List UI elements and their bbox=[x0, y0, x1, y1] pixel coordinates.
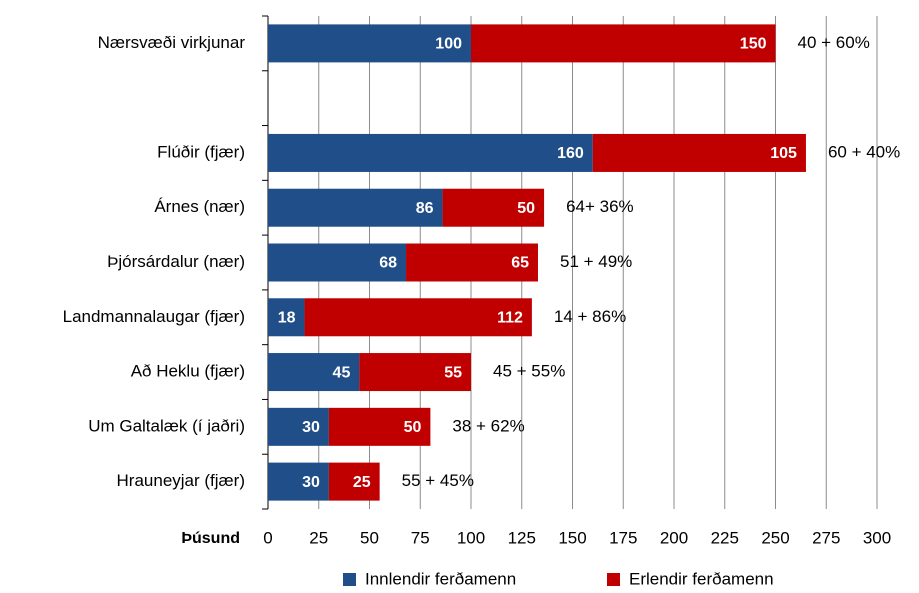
x-tick-label: 125 bbox=[508, 528, 536, 547]
bar bbox=[442, 188, 545, 227]
legend-swatch bbox=[343, 573, 356, 586]
x-axis-label: Þúsund bbox=[181, 530, 240, 547]
bar bbox=[592, 133, 806, 172]
data-label: 55 bbox=[444, 364, 462, 381]
y-tick-label: Um Galtalæk (í jaðri) bbox=[88, 416, 245, 435]
data-label: 30 bbox=[302, 419, 320, 436]
data-label: 50 bbox=[404, 419, 422, 436]
x-tick-label: 50 bbox=[360, 528, 379, 547]
y-tick-label: Árnes (nær) bbox=[154, 197, 245, 216]
x-tick-label: 25 bbox=[309, 528, 328, 547]
legend-swatch bbox=[607, 573, 620, 586]
data-label: 65 bbox=[511, 255, 529, 272]
bar bbox=[406, 243, 538, 282]
legend-label: Erlendir ferðamenn bbox=[629, 569, 774, 588]
bar bbox=[359, 353, 471, 392]
annotation: 64+ 36% bbox=[566, 197, 634, 216]
bar bbox=[304, 298, 532, 337]
annotation: 38 + 62% bbox=[452, 416, 524, 435]
y-tick-label: Nærsvæði virkjunar bbox=[98, 33, 246, 52]
data-label: 30 bbox=[302, 474, 320, 491]
x-tick-label: 275 bbox=[812, 528, 840, 547]
data-label: 150 bbox=[740, 36, 767, 53]
x-tick-label: 250 bbox=[761, 528, 789, 547]
bar bbox=[268, 462, 329, 501]
bar bbox=[268, 243, 407, 282]
data-label: 112 bbox=[497, 309, 523, 326]
bar bbox=[328, 462, 380, 501]
data-label: 68 bbox=[379, 255, 397, 272]
data-label: 160 bbox=[557, 145, 584, 162]
x-tick-label: 150 bbox=[558, 528, 586, 547]
data-label: 25 bbox=[353, 474, 371, 491]
x-tick-label: 0 bbox=[263, 528, 272, 547]
annotation: 55 + 45% bbox=[402, 471, 474, 490]
bar bbox=[471, 24, 776, 63]
annotation: 14 + 86% bbox=[554, 307, 626, 326]
data-label: 86 bbox=[416, 200, 434, 217]
y-tick-label: Þjórsárdalur (nær) bbox=[107, 252, 245, 271]
bar bbox=[268, 353, 360, 392]
bar bbox=[268, 133, 593, 172]
x-tick-label: 200 bbox=[660, 528, 688, 547]
x-tick-label: 300 bbox=[863, 528, 891, 547]
x-tick-label: 175 bbox=[609, 528, 637, 547]
data-label: 18 bbox=[278, 309, 296, 326]
annotation: 60 + 40% bbox=[828, 142, 900, 161]
x-tick-label: 75 bbox=[411, 528, 430, 547]
bar bbox=[268, 24, 471, 63]
legend-label: Innlendir ferðamenn bbox=[365, 569, 516, 588]
annotation: 40 + 60% bbox=[798, 33, 870, 52]
bar bbox=[268, 407, 329, 446]
annotation: 51 + 49% bbox=[560, 252, 632, 271]
bar bbox=[328, 407, 431, 446]
x-tick-label: 225 bbox=[711, 528, 739, 547]
data-label: 100 bbox=[435, 36, 462, 53]
data-label: 50 bbox=[517, 200, 535, 217]
y-tick-label: Hrauneyjar (fjær) bbox=[117, 471, 245, 490]
y-tick-label: Landmannalaugar (fjær) bbox=[63, 307, 245, 326]
data-label: 105 bbox=[770, 145, 797, 162]
data-label: 45 bbox=[333, 364, 351, 381]
x-tick-label: 100 bbox=[457, 528, 485, 547]
y-tick-label: Flúðir (fjær) bbox=[157, 142, 245, 161]
y-tick-label: Að Heklu (fjær) bbox=[131, 362, 245, 381]
bar bbox=[268, 188, 443, 227]
bar bbox=[268, 298, 305, 337]
annotation: 45 + 55% bbox=[493, 362, 565, 381]
